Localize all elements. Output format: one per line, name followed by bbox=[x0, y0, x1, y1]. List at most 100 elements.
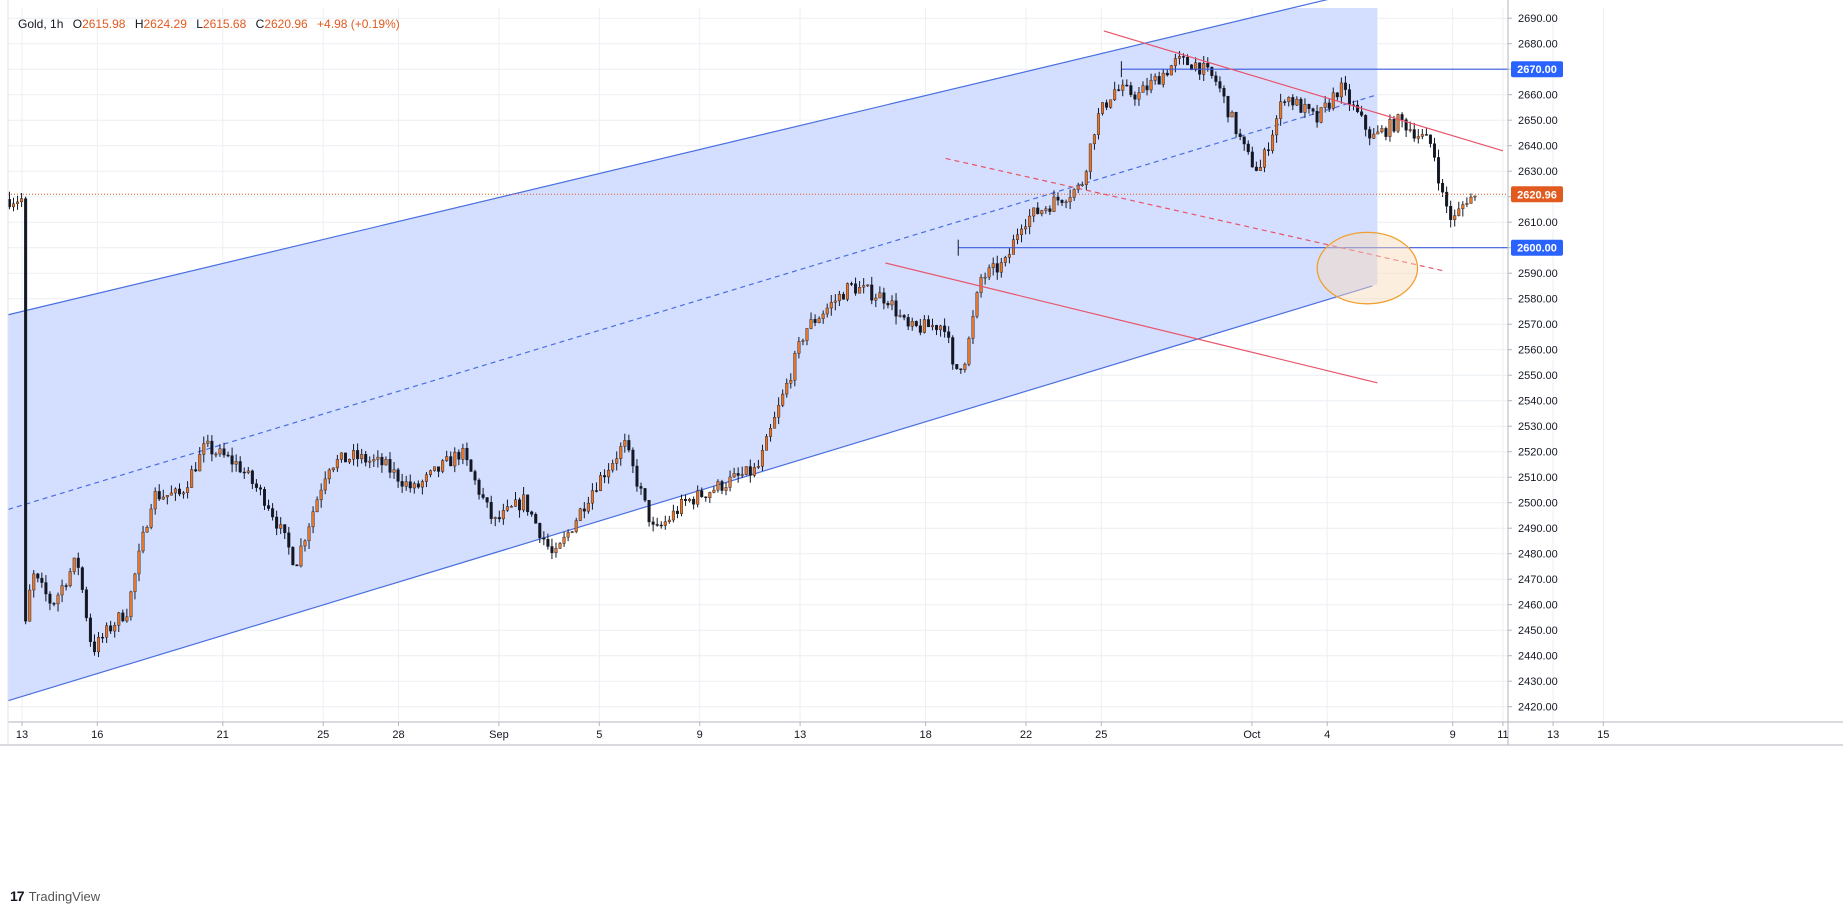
channel-upper-line[interactable] bbox=[8, 0, 1377, 316]
candle-body bbox=[1121, 84, 1125, 91]
candle bbox=[206, 434, 210, 447]
candle bbox=[1287, 96, 1291, 107]
candle-body bbox=[1040, 210, 1044, 215]
candle-body bbox=[1380, 128, 1384, 133]
candle bbox=[275, 510, 279, 536]
candle-body bbox=[32, 573, 36, 591]
candle-body bbox=[724, 487, 728, 491]
candle bbox=[995, 255, 999, 280]
candle-body bbox=[1315, 111, 1319, 123]
candle-body bbox=[1242, 136, 1246, 145]
candle bbox=[736, 467, 740, 483]
candle-body bbox=[534, 514, 538, 524]
candle bbox=[781, 389, 785, 408]
candle-body bbox=[36, 573, 40, 579]
candle bbox=[732, 467, 736, 478]
candle bbox=[1141, 81, 1145, 93]
candle-body bbox=[590, 490, 594, 504]
candle bbox=[1412, 122, 1416, 142]
candle bbox=[165, 495, 169, 505]
candle bbox=[1096, 108, 1100, 140]
ascending-channel[interactable] bbox=[8, 0, 1378, 702]
descending-lower-line[interactable] bbox=[885, 262, 1378, 384]
candle bbox=[1258, 159, 1262, 171]
candle-body bbox=[663, 521, 667, 526]
ohlc-legend: Gold, 1h O2615.98 H2624.29 L2615.68 C262… bbox=[18, 17, 400, 31]
descending-upper-line[interactable] bbox=[1103, 30, 1504, 152]
candle-body bbox=[1181, 56, 1185, 58]
candle-body bbox=[522, 494, 526, 511]
candle bbox=[659, 521, 663, 529]
candle-body bbox=[991, 263, 995, 269]
candle bbox=[777, 397, 781, 425]
candle-body bbox=[1076, 184, 1080, 190]
y-tick-label: 2640.00 bbox=[1518, 141, 1558, 153]
candle bbox=[599, 471, 603, 492]
candle bbox=[1295, 96, 1299, 107]
candle-body bbox=[412, 483, 416, 489]
candle bbox=[133, 572, 137, 600]
candle-body bbox=[566, 532, 570, 538]
candle bbox=[125, 608, 129, 623]
target-zone-ellipse[interactable] bbox=[1316, 231, 1419, 305]
candle bbox=[1222, 85, 1226, 104]
candle-body bbox=[1262, 149, 1266, 168]
candle-body bbox=[983, 276, 987, 279]
candle-body bbox=[748, 466, 752, 476]
candle-body bbox=[258, 487, 262, 490]
candle-body bbox=[461, 448, 465, 460]
candle bbox=[238, 456, 242, 474]
candle bbox=[845, 282, 849, 302]
y-tick-label: 2530.00 bbox=[1518, 421, 1558, 433]
y-tick-label: 2500.00 bbox=[1518, 498, 1558, 510]
candle bbox=[1453, 209, 1457, 227]
candle-body bbox=[870, 284, 874, 301]
candle-body bbox=[1186, 57, 1190, 66]
candle bbox=[773, 411, 777, 429]
x-tick-label: 9 bbox=[1450, 729, 1456, 741]
candle bbox=[428, 469, 432, 478]
candle bbox=[1060, 199, 1064, 207]
candle-body bbox=[1036, 207, 1040, 215]
candle bbox=[704, 496, 708, 502]
candle-body bbox=[639, 486, 643, 489]
tradingview-branding[interactable]: 17 TradingView bbox=[10, 888, 100, 904]
candle-body bbox=[930, 325, 934, 328]
candle-body bbox=[627, 440, 631, 451]
candle-body bbox=[105, 625, 109, 638]
candle bbox=[1299, 97, 1303, 113]
candle bbox=[943, 318, 947, 338]
candle-body bbox=[485, 497, 489, 503]
candle bbox=[708, 491, 712, 503]
candle bbox=[433, 466, 437, 472]
descending-median-line[interactable] bbox=[945, 157, 1443, 272]
candle bbox=[1250, 146, 1254, 168]
candle bbox=[890, 295, 894, 311]
channel-median-line[interactable] bbox=[8, 94, 1378, 511]
candle bbox=[858, 281, 862, 294]
chart-drawings[interactable] bbox=[8, 30, 1508, 384]
candle bbox=[926, 315, 930, 328]
candle bbox=[250, 469, 254, 490]
candle-body bbox=[760, 450, 764, 467]
candle-body bbox=[700, 490, 704, 498]
candle bbox=[607, 463, 611, 484]
candle-body bbox=[906, 317, 910, 327]
interval-label[interactable]: 1h bbox=[50, 17, 64, 31]
symbol-name[interactable]: Gold bbox=[18, 17, 44, 31]
candle bbox=[825, 303, 829, 318]
candle-body bbox=[1177, 56, 1181, 59]
candle bbox=[473, 469, 477, 485]
candle bbox=[850, 281, 854, 287]
y-tick-label: 2660.00 bbox=[1518, 90, 1558, 102]
candle bbox=[303, 539, 307, 552]
candle bbox=[716, 479, 720, 493]
candle bbox=[833, 294, 837, 311]
channel-lower-line[interactable] bbox=[8, 285, 1373, 702]
candle-body bbox=[1048, 208, 1052, 212]
candle bbox=[910, 317, 914, 331]
candle-body bbox=[234, 461, 238, 465]
candle bbox=[501, 503, 505, 525]
y-tick-label: 2490.00 bbox=[1518, 523, 1558, 535]
